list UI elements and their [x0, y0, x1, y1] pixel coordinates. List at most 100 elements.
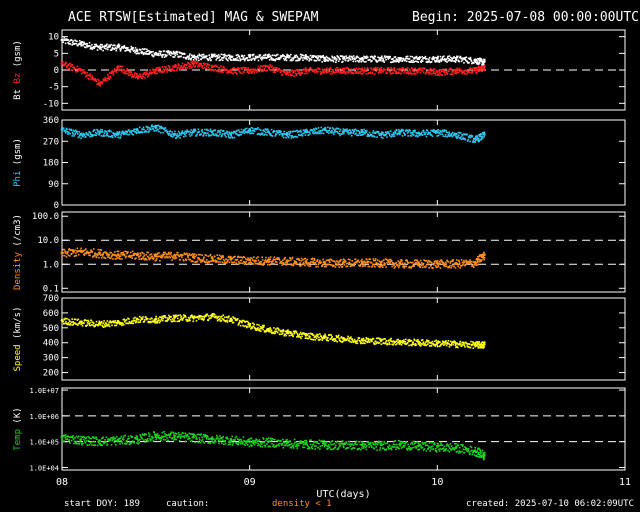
bz-sample-point [236, 72, 238, 75]
bt-sample-point [126, 49, 129, 51]
temp-sample-point [115, 440, 118, 442]
speed-sample-point [140, 316, 142, 319]
bz-sample-point [123, 72, 126, 74]
density-sample-point [123, 253, 126, 256]
phi-sample-point [106, 133, 108, 136]
speed-sample-point [318, 339, 321, 341]
density-sample-point [145, 259, 148, 261]
speed-sample-point [383, 338, 385, 340]
bt-sample-point [391, 58, 393, 60]
phi-sample-point [274, 130, 276, 133]
phi-sample-point [313, 132, 316, 135]
phi-data-point [135, 128, 139, 131]
density-sample-point [154, 253, 157, 255]
density-sample-point [302, 259, 304, 261]
speed-sample-point [367, 339, 370, 341]
speed-sample-point [360, 341, 362, 344]
density-sample-point [382, 259, 385, 261]
phi-sample-point [469, 140, 471, 143]
speed-sample-point [260, 327, 263, 330]
speed-sample-point [149, 318, 151, 320]
phi-sample-point [132, 133, 134, 136]
phi-sample-point [462, 137, 464, 139]
bz-sample-point [68, 67, 71, 70]
speed-sample-point [215, 315, 218, 318]
bz-sample-point [387, 67, 389, 69]
bz-sample-point [192, 65, 195, 67]
bt-sample-point [258, 56, 260, 58]
density-sample-point [462, 262, 465, 264]
density-sample-point [68, 249, 70, 251]
bz-sample-point [448, 70, 450, 72]
speed-sample-point [203, 316, 206, 319]
bz-sample-point [456, 67, 459, 70]
density-sample-point [319, 259, 321, 262]
density-sample-point [343, 259, 346, 262]
bz-sample-point [279, 68, 281, 71]
phi-sample-point [427, 131, 430, 134]
bz-sample-point [338, 71, 341, 74]
phi-sample-point [118, 130, 121, 133]
speed-sample-point [438, 340, 440, 343]
bz-sample-point [206, 65, 208, 67]
density-data-point [154, 254, 158, 258]
phi-sample-point [451, 131, 454, 134]
y-tick-label: 0.1 [43, 284, 59, 294]
density-sample-point [445, 263, 447, 265]
phi-sample-point [341, 133, 343, 136]
bt-sample-point [166, 50, 169, 53]
bz-sample-point [167, 69, 169, 72]
density-sample-point [207, 255, 210, 258]
bz-sample-point [151, 72, 154, 74]
phi-sample-point [375, 130, 378, 133]
speed-sample-point [247, 323, 249, 326]
phi-sample-point [320, 129, 322, 132]
bt-sample-point [462, 57, 465, 60]
speed-sample-point [167, 317, 169, 319]
density-sample-point [233, 256, 235, 258]
density-sample-point [379, 266, 381, 269]
density-sample-point [67, 250, 69, 253]
bt-sample-point [107, 45, 110, 48]
bz-sample-point [228, 71, 231, 74]
density-sample-point [111, 254, 113, 257]
phi-sample-point [461, 134, 464, 137]
phi-sample-point [210, 134, 212, 137]
density-sample-point [107, 255, 110, 257]
bt-sample-point [201, 53, 203, 56]
density-sample-point [212, 258, 214, 261]
bt-sample-point [192, 59, 195, 61]
bz-sample-point [308, 70, 310, 73]
density-sample-point [179, 258, 181, 261]
bz-sample-point [148, 71, 151, 74]
bz-sample-point [163, 69, 166, 72]
phi-sample-point [411, 132, 413, 135]
speed-sample-point [404, 343, 406, 345]
bz-sample-point [296, 68, 299, 71]
bz-sample-point [107, 76, 110, 78]
bz-data-point [360, 68, 364, 72]
density-sample-point [388, 258, 391, 261]
density-sample-point [386, 261, 388, 264]
density-sample-point [312, 260, 315, 262]
density-sample-point [373, 263, 376, 266]
bt-sample-point [236, 59, 238, 61]
bz-sample-point [77, 68, 80, 70]
speed-sample-point [475, 344, 477, 346]
density-sample-point [171, 259, 173, 261]
density-sample-point [340, 258, 342, 261]
speed-sample-point [301, 332, 304, 335]
density-sample-point [271, 262, 273, 265]
bz-sample-point [190, 61, 193, 63]
density-sample-point [244, 262, 247, 265]
bt-sample-point [83, 42, 86, 45]
density-sample-point [290, 259, 292, 261]
speed-sample-point [186, 319, 188, 321]
speed-sample-point [346, 337, 349, 340]
bt-data-point [248, 55, 252, 59]
phi-sample-point [407, 135, 409, 137]
bt-sample-point [84, 43, 87, 46]
speed-sample-point [438, 345, 441, 348]
bt-sample-point [305, 54, 307, 56]
phi-sample-point [213, 129, 215, 132]
